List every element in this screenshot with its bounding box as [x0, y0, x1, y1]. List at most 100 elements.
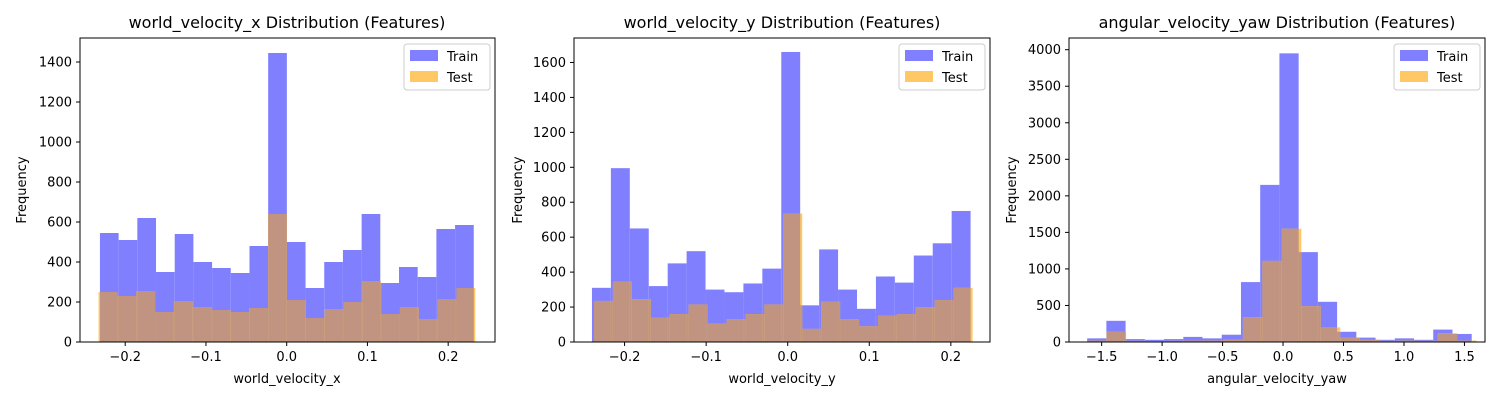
bar-overlap	[913, 314, 916, 342]
bar-overlap	[1202, 340, 1204, 342]
chart-title: angular_velocity_yaw Distribution (Featu…	[1099, 13, 1456, 33]
legend-label-test: Test	[1436, 71, 1463, 86]
legend-label-test: Test	[941, 71, 968, 86]
y-tick-label: 1000	[1028, 262, 1061, 277]
bar-overlap	[193, 307, 212, 342]
bar-overlap	[305, 318, 325, 342]
y-tick-label: 2500	[1028, 153, 1061, 168]
chart-panel-world-velocity-y: world_velocity_y Distribution (Features)…	[511, 13, 991, 387]
bar-overlap	[362, 281, 381, 342]
x-tick-label: 0.1	[357, 350, 378, 365]
y-tick-label: 600	[47, 216, 72, 231]
y-tick-label: 1400	[533, 91, 566, 106]
y-tick-label: 1200	[533, 126, 566, 141]
legend-swatch-test	[1400, 71, 1428, 82]
x-tick-label: −1.0	[1146, 350, 1178, 365]
bar-overlap	[118, 296, 137, 342]
bar-overlap	[726, 319, 744, 342]
y-tick-label: 3000	[1028, 116, 1061, 131]
bar-overlap	[211, 310, 213, 342]
x-tick-label: 0.2	[438, 350, 459, 365]
bar-overlap	[1394, 340, 1399, 342]
bar-overlap	[212, 310, 231, 342]
x-axis-label: angular_velocity_yaw	[1207, 372, 1347, 387]
bar-overlap	[1262, 260, 1280, 342]
y-ticks: 0 200 400 600 800 1000 1200 1400 1600	[533, 56, 574, 351]
bar-overlap	[342, 309, 344, 342]
bar-overlap	[894, 315, 897, 342]
legend-swatch-train	[410, 50, 438, 61]
bar-overlap	[1126, 340, 1145, 342]
bar-overlap	[399, 307, 418, 342]
chart-panel-world-velocity-x: world_velocity_x Distribution (Features)…	[15, 13, 496, 387]
bar-overlap	[1144, 340, 1146, 342]
bar-overlap	[688, 304, 706, 342]
legend-label-train: Train	[1436, 50, 1468, 65]
bar-train	[1221, 334, 1241, 342]
bar-overlap	[437, 299, 456, 342]
bar-overlap	[1223, 339, 1241, 342]
bar-overlap	[1106, 331, 1126, 342]
bar-overlap	[896, 314, 914, 342]
bar-train	[1337, 331, 1357, 342]
bar-overlap	[629, 281, 632, 342]
bar-overlap	[381, 314, 400, 342]
bar-overlap	[840, 319, 857, 342]
bar-overlap	[762, 314, 765, 342]
bar-overlap	[648, 299, 651, 342]
x-tick-label: −0.2	[109, 350, 141, 365]
y-ticks: 0 500 1000 1500 2000 2500 3000 3500 4000	[1028, 43, 1069, 351]
y-tick-label: 800	[541, 196, 566, 211]
y-tick-label: 400	[541, 266, 566, 281]
bar-overlap	[417, 307, 419, 342]
legend: Train Test	[898, 43, 986, 91]
bar-overlap	[399, 314, 400, 342]
bar-overlap	[268, 214, 287, 342]
bar-overlap	[821, 301, 839, 342]
y-tick-label: 200	[541, 301, 566, 316]
bar-overlap	[1359, 339, 1376, 342]
chart-title: world_velocity_y Distribution (Features)	[624, 13, 941, 33]
x-axis-label: world_velocity_y	[728, 372, 836, 387]
bar-overlap	[456, 288, 474, 342]
legend-label-train: Train	[941, 50, 973, 65]
y-tick-label: 0	[64, 336, 72, 351]
bar-overlap	[631, 299, 649, 342]
bar-overlap	[1087, 340, 1107, 342]
bar-overlap	[380, 283, 382, 342]
chart-title: world_velocity_x Distribution (Features)	[129, 13, 446, 33]
bar-overlap	[781, 304, 784, 342]
x-tick-label: 0.5	[1333, 350, 1354, 365]
bar-train	[1202, 338, 1222, 342]
bar-train	[1452, 333, 1472, 342]
bar-overlap	[1242, 317, 1261, 342]
bar-overlap	[934, 300, 952, 342]
bar-train	[1164, 339, 1184, 342]
y-tick-label: 4000	[1028, 43, 1061, 58]
bar-overlap	[343, 302, 362, 342]
bar-overlap	[593, 300, 611, 342]
x-tick-label: −0.5	[1207, 350, 1239, 365]
x-tick-label: 1.0	[1394, 350, 1415, 365]
bar-overlap	[1457, 340, 1472, 342]
legend-label-test: Test	[446, 71, 473, 86]
bar-overlap	[875, 326, 878, 342]
bar-overlap	[1414, 340, 1419, 342]
bar-overlap	[137, 291, 156, 342]
bar-overlap	[650, 317, 668, 342]
bar-overlap	[1184, 340, 1203, 342]
bar-overlap	[707, 323, 725, 342]
y-ticks: 0 200 400 600 800 1000 1200 1400	[39, 56, 80, 351]
y-tick-label: 1500	[1028, 226, 1061, 241]
bars	[98, 53, 476, 342]
axes-frame	[1068, 37, 1486, 343]
bar-overlap	[99, 292, 118, 342]
bar-overlap	[1203, 340, 1222, 342]
bar-overlap	[136, 291, 138, 342]
y-tick-label: 1400	[39, 56, 72, 71]
x-ticks: −0.2 −0.1 0.0 0.1 0.2	[109, 342, 459, 365]
bar-overlap	[1337, 331, 1341, 342]
bar-overlap	[743, 319, 746, 342]
bar-train	[1394, 338, 1415, 342]
